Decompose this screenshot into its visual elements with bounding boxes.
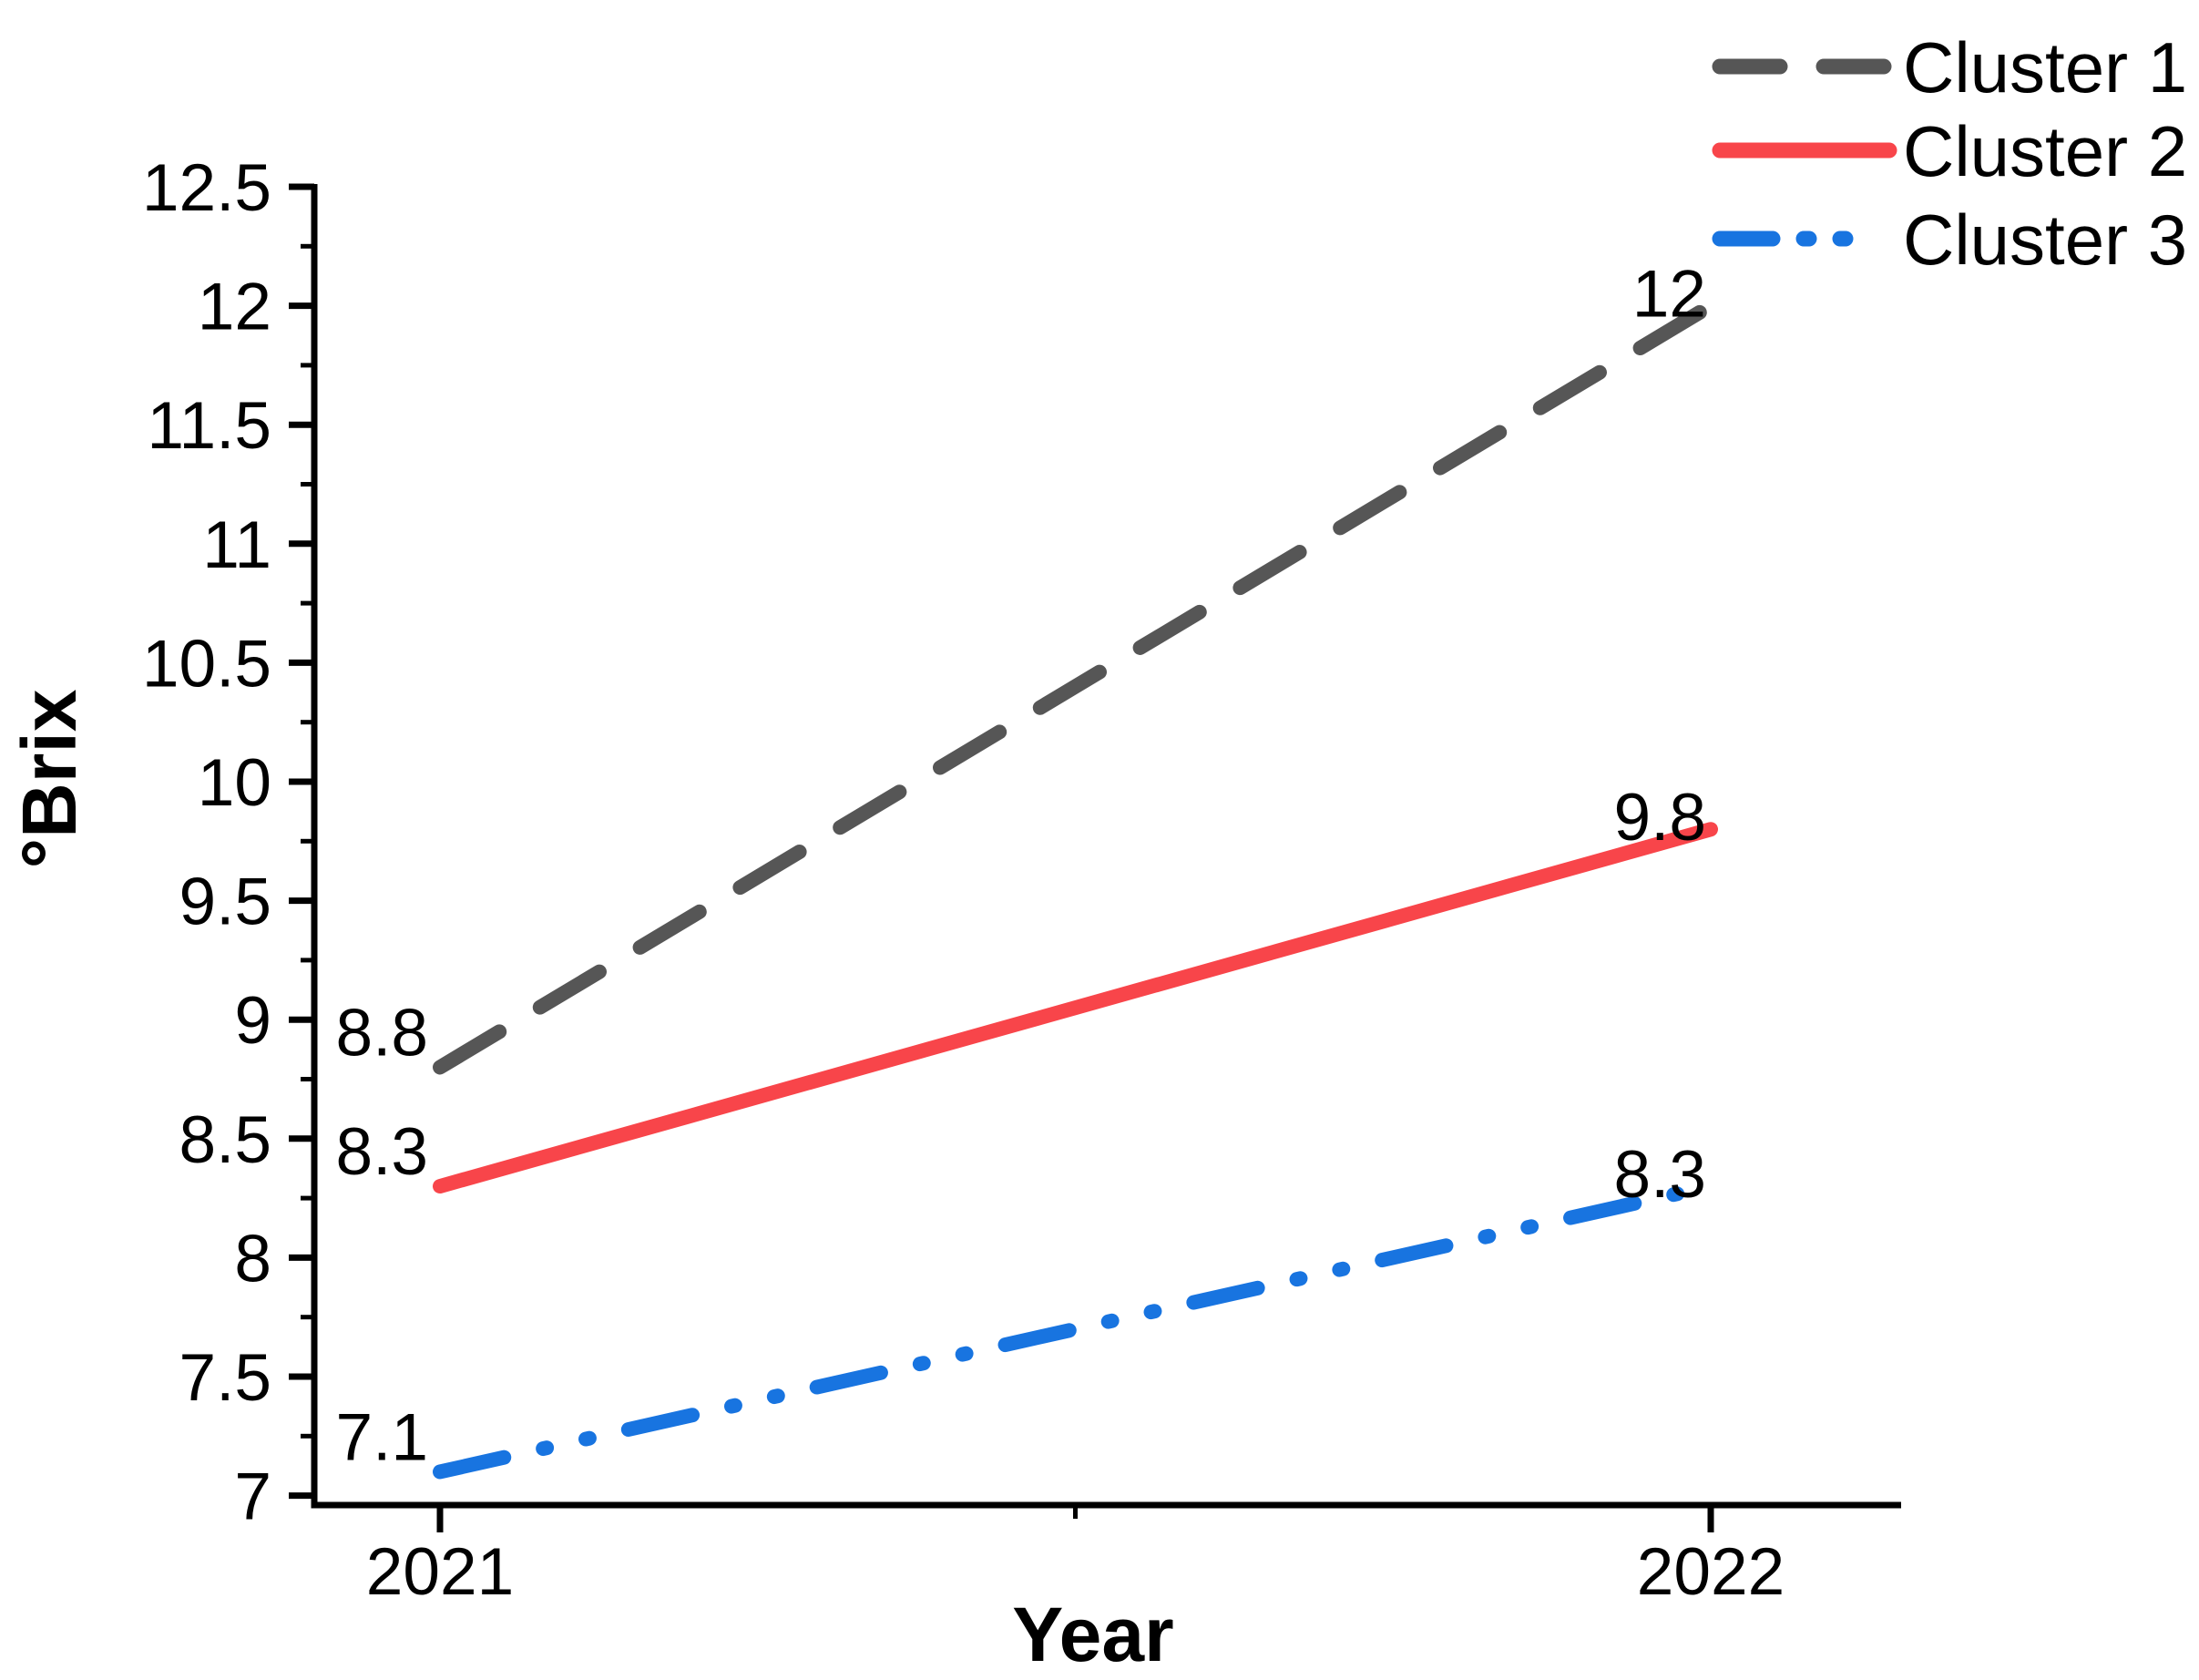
legend-label: Cluster 2 (1903, 111, 2187, 191)
y-tick-label: 9.5 (179, 866, 271, 939)
legend-label: Cluster 1 (1903, 27, 2187, 108)
x-tick-label: 2021 (366, 1535, 514, 1609)
data-label: 9.8 (1614, 781, 1706, 855)
series-line-cluster-3 (433, 1179, 1718, 1480)
data-label: 8.3 (1614, 1138, 1706, 1212)
y-tick-label: 8 (234, 1222, 271, 1296)
y-tick-label: 8.5 (179, 1103, 271, 1177)
legend-item-cluster-2: Cluster 2 (1712, 111, 2187, 191)
legend-item-cluster-3: Cluster 3 (1712, 200, 2187, 280)
legend-item-cluster-1: Cluster 1 (1712, 27, 2187, 108)
data-label: 12 (1632, 258, 1706, 332)
y-tick-label: 10.5 (142, 627, 271, 701)
y-axis-title: °Brix (6, 689, 92, 868)
data-label: 8.8 (336, 996, 428, 1070)
x-tick-label: 2022 (1637, 1535, 1785, 1609)
series-line-cluster-1 (433, 298, 1718, 1075)
y-tick-label: 7 (234, 1460, 271, 1534)
y-tick-label: 10 (198, 746, 271, 820)
data-label: 8.3 (336, 1115, 428, 1189)
y-tick-label: 7.5 (179, 1341, 271, 1415)
data-label: 7.1 (336, 1400, 428, 1474)
legend-label: Cluster 3 (1903, 200, 2187, 280)
series-line-cluster-2 (433, 822, 1718, 1194)
y-tick-label: 12.5 (142, 151, 271, 225)
y-tick-label: 11.5 (147, 389, 271, 463)
y-tick-label: 11 (202, 508, 271, 582)
x-axis-title: Year (1012, 1592, 1174, 1677)
y-tick-label: 9 (234, 984, 271, 1058)
y-tick-label: 12 (198, 271, 271, 344)
axes (289, 183, 1901, 1532)
